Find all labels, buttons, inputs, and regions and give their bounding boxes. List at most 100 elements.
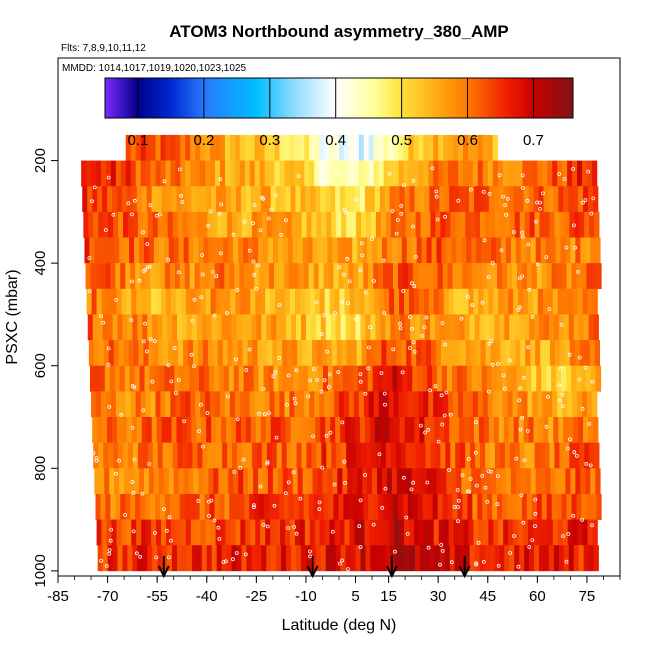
heatmap-cell	[191, 417, 197, 443]
heatmap-cell	[489, 211, 496, 238]
heatmap-cell	[369, 417, 376, 443]
flight-arrow	[458, 556, 471, 579]
heatmap-cell	[464, 186, 470, 213]
heatmap-cell	[414, 186, 420, 213]
heatmap-cell	[378, 134, 385, 161]
heatmap-cell	[439, 186, 445, 213]
heatmap-cell	[161, 186, 167, 213]
heatmap-cell	[181, 186, 187, 213]
sample-point	[272, 503, 277, 508]
heatmap-cell	[204, 263, 210, 290]
heatmap-cell	[115, 493, 121, 520]
heatmap-cell	[198, 468, 204, 495]
heatmap-cell	[400, 545, 406, 572]
heatmap-cell	[240, 288, 246, 315]
colorbar-segment	[362, 78, 367, 118]
heatmap-cell	[317, 237, 323, 264]
sample-point	[126, 201, 131, 206]
heatmap-cell	[379, 417, 386, 443]
heatmap-cell	[585, 468, 591, 495]
heatmap-cell	[108, 211, 114, 238]
heatmap-cell	[215, 391, 221, 418]
sample-point	[343, 480, 348, 485]
heatmap-cell	[172, 314, 178, 341]
heatmap-cell	[352, 468, 358, 495]
sample-point	[219, 202, 224, 207]
heatmap-cell	[417, 263, 424, 290]
sample-point	[242, 219, 247, 224]
heatmap-cell	[556, 365, 562, 392]
heatmap-cell	[508, 417, 515, 443]
sample-point	[283, 491, 288, 496]
heatmap-cell	[141, 417, 148, 443]
heatmap-cell	[235, 288, 241, 315]
heatmap-cell	[469, 545, 475, 572]
heatmap-cell	[518, 417, 524, 443]
heatmap-cell	[473, 288, 479, 315]
heatmap-cell	[370, 442, 377, 469]
heatmap-cell	[297, 237, 304, 264]
heatmap-cell	[161, 519, 167, 546]
heatmap-cell	[504, 442, 511, 469]
heatmap-cell	[230, 288, 236, 315]
sample-point	[342, 459, 347, 464]
heatmap-cell	[244, 493, 250, 520]
heatmap-cell	[121, 186, 128, 213]
heatmap-cell	[183, 237, 189, 264]
heatmap-cell	[378, 263, 384, 290]
heatmap-cell	[531, 263, 538, 290]
heatmap-cell	[228, 468, 234, 495]
heatmap-cell	[238, 237, 244, 264]
heatmap-cell	[434, 417, 440, 443]
heatmap-cell	[171, 186, 177, 213]
heatmap-cell	[165, 288, 172, 315]
heatmap-cell	[548, 314, 555, 341]
heatmap-cell	[233, 365, 240, 392]
heatmap-cell	[388, 134, 394, 161]
heatmap-cell	[380, 211, 387, 238]
heatmap-cell	[393, 134, 399, 161]
heatmap-cell	[491, 365, 497, 392]
sample-point	[584, 461, 589, 466]
heatmap-cell	[369, 288, 375, 315]
sample-point	[357, 524, 362, 529]
heatmap-cell	[551, 493, 558, 520]
sample-point	[324, 433, 329, 438]
colorbar-segment	[235, 78, 240, 118]
heatmap-cell	[163, 237, 170, 264]
colorbar-segment	[429, 78, 434, 118]
heatmap-cell	[178, 468, 185, 495]
sample-point	[200, 253, 205, 258]
heatmap-cell	[552, 160, 558, 187]
heatmap-cell	[157, 211, 164, 238]
heatmap-cell	[493, 186, 500, 213]
heatmap-cell	[549, 442, 555, 469]
heatmap-cell	[310, 186, 316, 213]
heatmap-cell	[423, 134, 429, 161]
heatmap-cell	[469, 314, 475, 341]
heatmap-cell	[558, 545, 565, 572]
colorbar-segment	[238, 78, 243, 118]
heatmap-cell	[221, 314, 227, 341]
heatmap-cell	[453, 134, 459, 161]
x-axis: -85 -70 -55 -40 -25 -10 5 15 30 45 60 75	[47, 576, 621, 605]
heatmap-cell	[136, 417, 143, 443]
heatmap-cell	[200, 134, 206, 161]
heatmap-cell	[360, 314, 366, 341]
colorbar-segment	[372, 78, 377, 118]
heatmap-cell	[408, 391, 414, 418]
heatmap-cell	[211, 545, 218, 572]
heatmap-cell	[304, 391, 310, 418]
heatmap-cell	[226, 314, 232, 341]
heatmap-cell	[158, 340, 164, 367]
heatmap-cell	[423, 288, 430, 315]
heatmap-cell	[281, 442, 288, 469]
colorbar-segment	[412, 78, 417, 118]
heatmap-cell	[315, 186, 321, 213]
heatmap-cell	[144, 365, 150, 392]
heatmap-cell	[444, 186, 450, 213]
heatmap-cell	[349, 288, 355, 315]
colorbar-segment	[409, 78, 414, 118]
heatmap-cell	[216, 545, 223, 572]
heatmap-cell	[364, 519, 370, 546]
